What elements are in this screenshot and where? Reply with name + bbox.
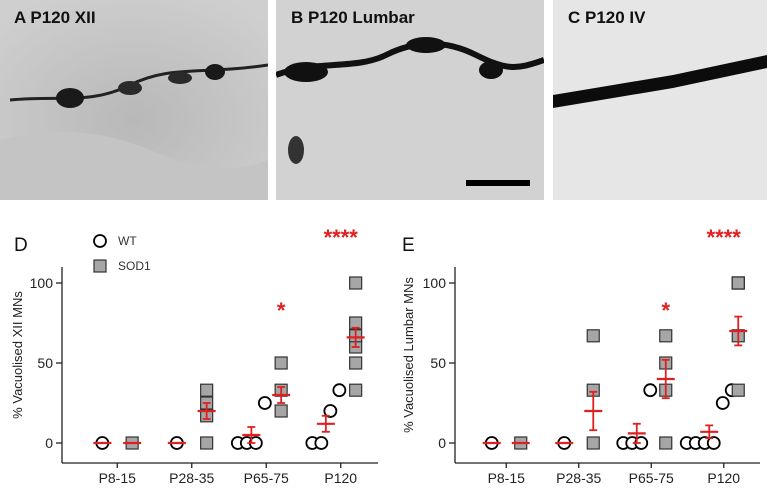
panel-label-b: B P120 Lumbar bbox=[291, 8, 415, 27]
significance-marker: **** bbox=[324, 225, 359, 250]
sod1-point bbox=[659, 436, 673, 450]
wt-point bbox=[257, 396, 272, 410]
x-tick-label: P120 bbox=[707, 470, 740, 486]
sod1-point bbox=[349, 356, 363, 370]
wt-point bbox=[332, 383, 347, 398]
legend-wt-label: WT bbox=[118, 234, 137, 248]
sod1-point bbox=[200, 436, 214, 450]
panel-label-a: A P120 XII bbox=[14, 8, 96, 27]
y-tick-label: 0 bbox=[45, 435, 53, 451]
micrograph-c bbox=[553, 0, 767, 200]
micrograph-b bbox=[276, 0, 544, 200]
y-tick-label: 50 bbox=[37, 355, 53, 371]
sod1-point bbox=[200, 383, 214, 397]
y-tick-label: 100 bbox=[30, 275, 54, 291]
panel-letter-e: E bbox=[402, 235, 415, 256]
significance-marker: * bbox=[661, 298, 670, 323]
micrograph-a bbox=[0, 0, 268, 200]
legend-wt-marker bbox=[93, 234, 107, 248]
legend-sod1-marker bbox=[93, 259, 107, 273]
legend-sod1-label: SOD1 bbox=[118, 259, 151, 273]
significance-marker: * bbox=[277, 298, 286, 323]
significance-marker: **** bbox=[707, 225, 742, 250]
y-tick-label: 100 bbox=[423, 275, 447, 291]
y-tick-label: 0 bbox=[438, 435, 446, 451]
x-tick-label: P65-75 bbox=[629, 470, 674, 486]
micrograph-b-image bbox=[276, 0, 544, 200]
wt-point bbox=[323, 404, 338, 418]
sod1-point bbox=[274, 404, 288, 418]
sod1-point bbox=[659, 329, 673, 343]
sod1-point bbox=[586, 329, 600, 343]
wt-point bbox=[643, 383, 658, 398]
wt-point bbox=[314, 436, 329, 450]
sod1-point bbox=[586, 436, 600, 450]
sod1-point bbox=[731, 276, 745, 290]
sod1-point bbox=[349, 383, 363, 397]
micrograph-c-image bbox=[553, 0, 767, 200]
wt-point bbox=[706, 436, 721, 450]
x-tick-label: P120 bbox=[324, 470, 357, 486]
sod1-point bbox=[349, 276, 363, 290]
panel-label-c: C P120 IV bbox=[568, 8, 646, 27]
sod1-point bbox=[731, 383, 745, 397]
x-tick-label: P65-75 bbox=[244, 470, 289, 486]
panel-letter-d: D bbox=[14, 235, 28, 256]
x-tick-label: P8-15 bbox=[99, 470, 137, 486]
scale-bar bbox=[466, 180, 530, 186]
x-tick-label: P8-15 bbox=[488, 470, 526, 486]
y-axis-label: % Vacuolised XII MNs bbox=[10, 291, 25, 419]
wt-point bbox=[715, 396, 730, 410]
x-tick-label: P28-35 bbox=[556, 470, 601, 486]
y-axis-label: % Vacuolised Lumbar MNs bbox=[401, 277, 416, 433]
sod1-point bbox=[274, 356, 288, 370]
x-tick-label: P28-35 bbox=[169, 470, 214, 486]
micrograph-a-image bbox=[0, 0, 268, 200]
y-tick-label: 50 bbox=[430, 355, 446, 371]
